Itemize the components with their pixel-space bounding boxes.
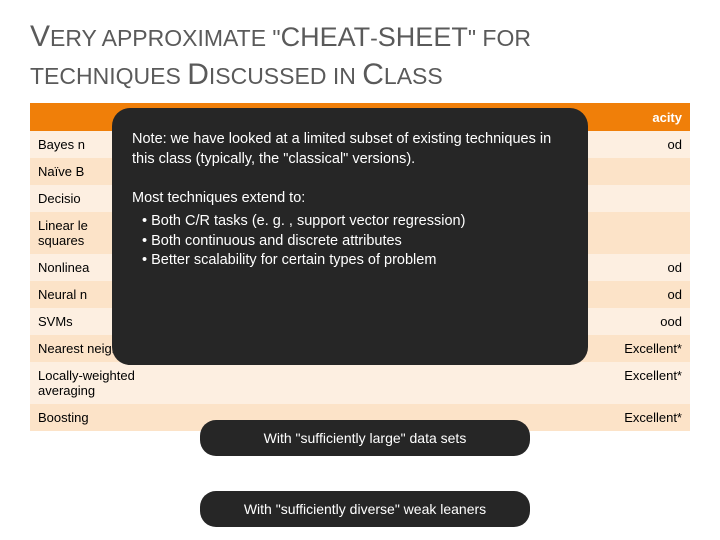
note-bullet: Both C/R tasks (e. g. , support vector r…	[132, 212, 568, 232]
callout-large-datasets: With "sufficiently large" data sets	[200, 420, 530, 456]
note-p1: Note: we have looked at a limited subset…	[132, 130, 568, 169]
table-row: Locally-weighted averaging Excellent*	[30, 362, 690, 404]
note-overlay: Note: we have looked at a limited subset…	[112, 108, 588, 365]
note-bullets: Both C/R tasks (e. g. , support vector r…	[132, 212, 568, 271]
note-p2: Most techniques extend to:	[132, 189, 568, 209]
note-bullet: Both continuous and discrete attributes	[132, 232, 568, 252]
title-line1: VERY APPROXIMATE "CHEAT-SHEET" FOR	[30, 25, 531, 51]
slide-title: VERY APPROXIMATE "CHEAT-SHEET" FOR TECHN…	[0, 0, 720, 103]
callout-diverse-learners: With "sufficiently diverse" weak leaners	[200, 491, 530, 527]
title-line2: TECHNIQUES DISCUSSED IN CLASS	[30, 63, 443, 89]
note-bullet: Better scalability for certain types of …	[132, 251, 568, 271]
